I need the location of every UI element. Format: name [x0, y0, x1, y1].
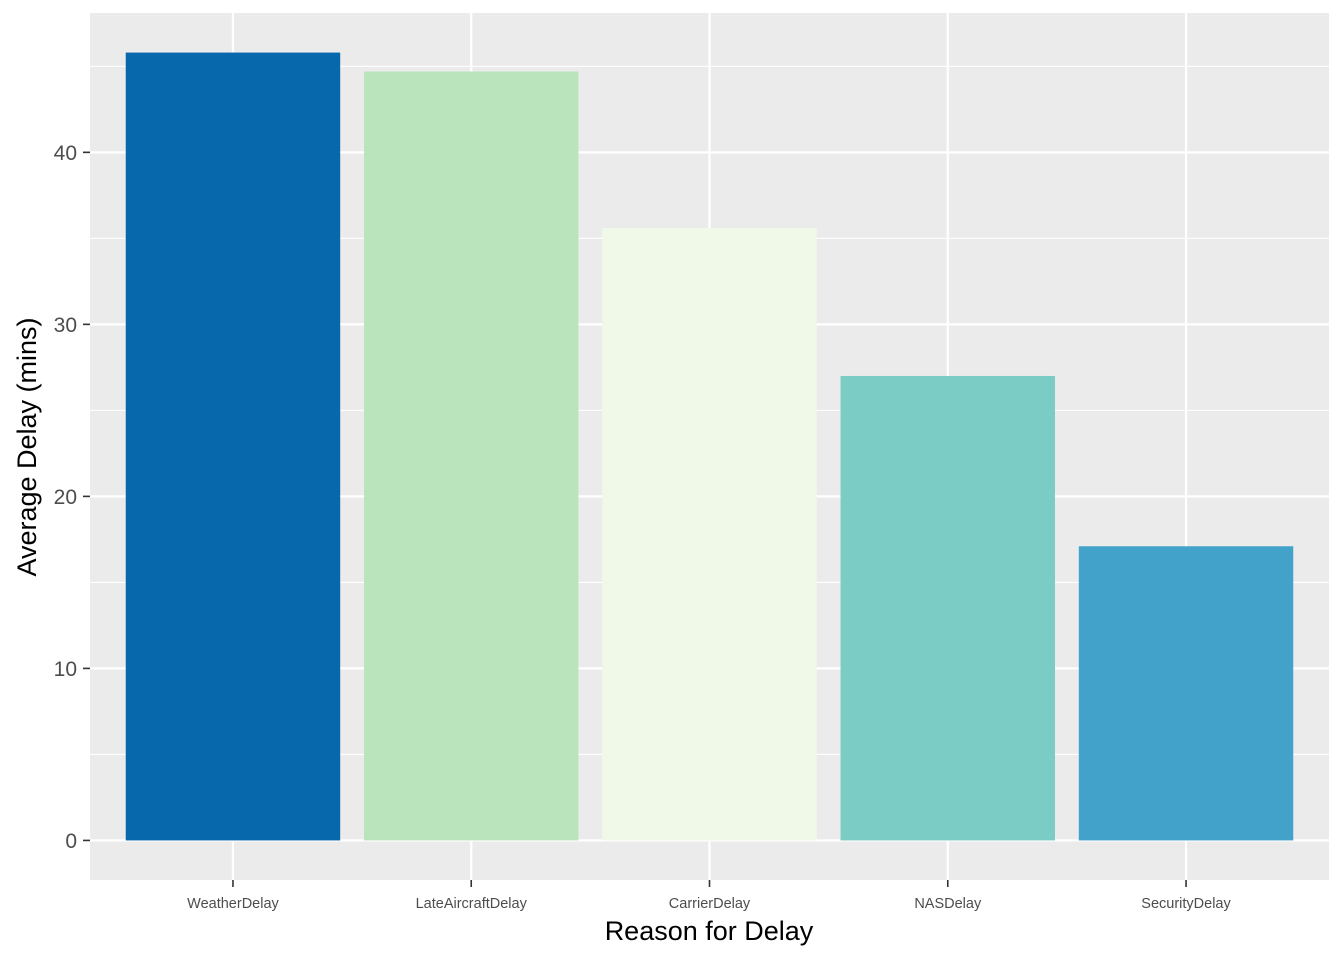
y-tick-label: 0	[65, 830, 77, 853]
bar-securitydelay	[1078, 546, 1294, 841]
y-axis: 0 10 20 30 40	[54, 142, 90, 853]
y-tick-label: 20	[54, 486, 77, 509]
x-tick-label: CarrierDelay	[669, 896, 751, 912]
y-tick-label: 10	[54, 658, 77, 681]
x-axis: WeatherDelay LateAircraftDelay CarrierDela…	[187, 880, 1232, 912]
y-axis-title: Average Delay (mins)	[12, 317, 42, 576]
x-tick-label: NASDelay	[914, 896, 982, 912]
y-tick-label: 40	[54, 142, 77, 165]
bar-carrierdelay	[602, 228, 817, 841]
x-tick-label: SecurityDelay	[1141, 896, 1231, 912]
bars	[125, 52, 1294, 841]
bar-weatherdelay	[125, 52, 341, 841]
bar-lateaircraftdelay	[364, 71, 579, 841]
bar-nasdelay	[840, 375, 1055, 841]
y-tick-label: 30	[54, 314, 77, 337]
x-tick-label: LateAircraftDelay	[416, 896, 528, 912]
x-axis-title: Reason for Delay	[605, 916, 814, 946]
x-tick-label: WeatherDelay	[187, 896, 279, 912]
